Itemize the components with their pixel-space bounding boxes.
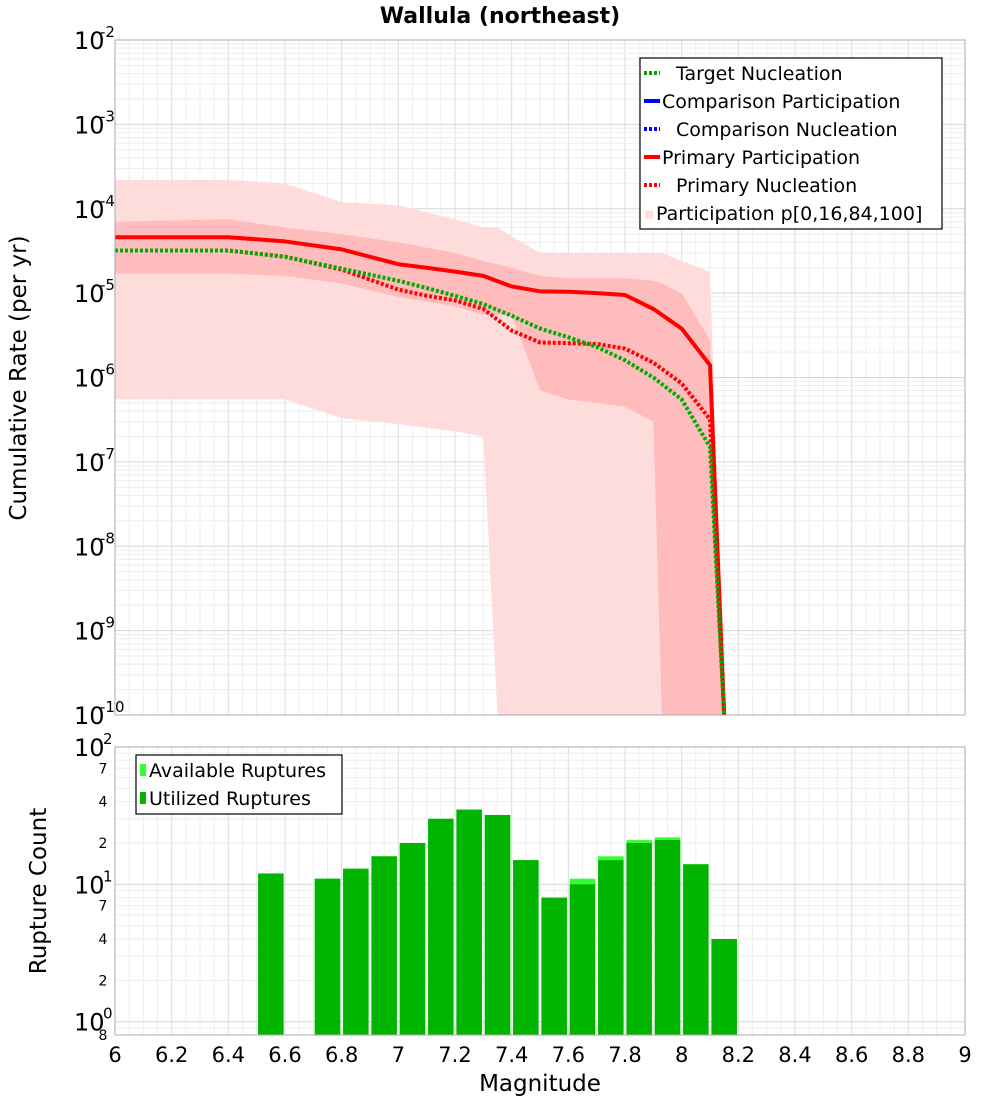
series-primary-participation bbox=[115, 235, 727, 716]
bar-utilized-ruptures bbox=[258, 873, 284, 1035]
count-y-minor-tick-label: 7 bbox=[99, 899, 108, 915]
x-tick-label: 8.8 bbox=[892, 1043, 925, 1067]
rate-legend: Target Nucleation Comparison Participatio… bbox=[639, 57, 943, 230]
rate-y-tick-label: 10 bbox=[74, 27, 105, 55]
rate-y-tick-label: 10 bbox=[74, 365, 105, 393]
x-tick-label: 7.8 bbox=[608, 1043, 641, 1067]
legend-label: Comparison Participation bbox=[662, 91, 900, 113]
rate-y-tick-exponent: -2 bbox=[100, 23, 115, 41]
x-tick-label: 6 bbox=[108, 1043, 121, 1067]
rate-y-tick-label: 10 bbox=[74, 533, 105, 561]
rate-y-tick-label: 10 bbox=[74, 196, 105, 224]
rate-y-tick-exponent: -5 bbox=[100, 276, 115, 294]
rate-y-tick-exponent: -4 bbox=[100, 192, 115, 210]
legend-label: Primary Participation bbox=[662, 147, 860, 169]
legend-label: Primary Nucleation bbox=[676, 175, 857, 197]
bar-utilized-ruptures bbox=[541, 897, 567, 1035]
rate-y-tick-labels: 10-210-310-410-510-610-710-810-910-10 bbox=[74, 23, 125, 730]
count-y-minor-tick-label: 2 bbox=[99, 836, 108, 852]
count-y-minor-tick-label: 7 bbox=[99, 761, 108, 777]
x-tick-label: 8 bbox=[675, 1043, 688, 1067]
x-axis-label: Magnitude bbox=[479, 1071, 601, 1097]
bar-utilized-ruptures bbox=[484, 814, 511, 1035]
x-tick-label: 9 bbox=[958, 1043, 971, 1067]
x-tick-label: 6.4 bbox=[212, 1043, 245, 1067]
x-tick-label: 7.2 bbox=[438, 1043, 471, 1067]
count-legend-swatch bbox=[140, 792, 146, 804]
rate-y-tick-exponent: -7 bbox=[100, 445, 115, 463]
legend-label: Participation p[0,16,84,100] bbox=[656, 203, 922, 225]
bar-utilized-ruptures bbox=[456, 809, 482, 1035]
participation-bands bbox=[115, 179, 725, 716]
rate-y-tick-exponent: -9 bbox=[100, 614, 115, 632]
bar-utilized-ruptures bbox=[683, 864, 709, 1035]
legend-swatch-band bbox=[645, 211, 653, 219]
bar-utilized-ruptures bbox=[513, 860, 539, 1035]
count-legend-swatch bbox=[140, 764, 146, 776]
bar-utilized-ruptures bbox=[314, 878, 341, 1035]
rate-y-axis-label: Cumulative Rate (per yr) bbox=[6, 235, 32, 520]
band-participation-p-16-84- bbox=[115, 219, 725, 716]
x-tick-label: 7.6 bbox=[552, 1043, 585, 1067]
bar-utilized-ruptures bbox=[371, 856, 397, 1035]
rate-plot-frame bbox=[114, 39, 966, 716]
count-legend-box bbox=[135, 754, 343, 815]
count-legend-label: Available Ruptures bbox=[149, 760, 326, 782]
bar-utilized-ruptures bbox=[626, 843, 652, 1035]
rate-y-tick-label: 10 bbox=[74, 111, 105, 139]
count-legend: Available Ruptures Utilized Ruptures bbox=[135, 754, 343, 815]
rate-y-tick-exponent: -3 bbox=[100, 107, 115, 125]
count-bars bbox=[258, 809, 737, 1035]
bar-utilized-ruptures bbox=[711, 939, 737, 1035]
legend-label: Target Nucleation bbox=[675, 63, 843, 85]
x-tick-label: 6.8 bbox=[325, 1043, 358, 1067]
x-tick-label: 8.4 bbox=[778, 1043, 811, 1067]
rate-legend-box bbox=[639, 57, 943, 230]
x-tick-label: 7.4 bbox=[495, 1043, 528, 1067]
x-tick-labels: 6 6.2 6.4 6.6 6.8 7 7.2 7.4 7.6 7.8 8 8.2 8.4 8.6 8.8 9 bbox=[108, 1043, 971, 1067]
chart-title: Wallula (northeast) bbox=[380, 4, 620, 29]
bar-utilized-ruptures bbox=[343, 868, 369, 1035]
x-tick-label: 7 bbox=[392, 1043, 405, 1067]
count-y-tick-label: 10 bbox=[74, 734, 105, 762]
rate-y-tick-label: 10 bbox=[74, 280, 105, 308]
bar-utilized-ruptures bbox=[598, 860, 624, 1035]
bar-utilized-ruptures bbox=[399, 843, 426, 1035]
legend-label: Comparison Nucleation bbox=[676, 119, 898, 141]
x-tick-label: 8.6 bbox=[835, 1043, 868, 1067]
count-plot-frame bbox=[114, 746, 966, 1036]
bar-utilized-ruptures bbox=[654, 840, 681, 1035]
rate-y-tick-exponent: -10 bbox=[100, 698, 125, 716]
count-y-axis-label: Rupture Count bbox=[26, 808, 52, 974]
count-legend-label: Utilized Ruptures bbox=[149, 788, 311, 810]
count-y-minor-tick-label: 8 bbox=[99, 1028, 108, 1044]
rate-y-tick-label: 10 bbox=[74, 618, 105, 646]
count-y-minor-tick-label: 2 bbox=[99, 973, 108, 989]
bar-utilized-ruptures bbox=[569, 884, 596, 1035]
rate-y-tick-label: 10 bbox=[74, 702, 105, 730]
count-y-tick-label: 10 bbox=[74, 1009, 105, 1037]
rate-y-tick-exponent: -8 bbox=[100, 529, 115, 547]
count-y-minor-tick-label: 4 bbox=[99, 932, 108, 948]
count-y-tick-exponent: 1 bbox=[103, 867, 113, 885]
x-tick-label: 6.2 bbox=[155, 1043, 188, 1067]
series-primary-nucleation bbox=[115, 248, 727, 716]
count-y-minor-tick-label: 4 bbox=[99, 795, 108, 811]
count-y-tick-exponent: 2 bbox=[103, 730, 113, 748]
count-y-tick-label: 10 bbox=[74, 871, 105, 899]
x-tick-label: 6.6 bbox=[268, 1043, 301, 1067]
rate-y-tick-exponent: -6 bbox=[100, 361, 115, 379]
bar-utilized-ruptures bbox=[428, 818, 454, 1035]
series-target-nucleation bbox=[115, 248, 727, 716]
rate-y-tick-label: 10 bbox=[74, 449, 105, 477]
x-tick-label: 8.2 bbox=[722, 1043, 755, 1067]
count-y-tick-exponent: 0 bbox=[103, 1005, 113, 1023]
rate-series bbox=[115, 235, 727, 716]
